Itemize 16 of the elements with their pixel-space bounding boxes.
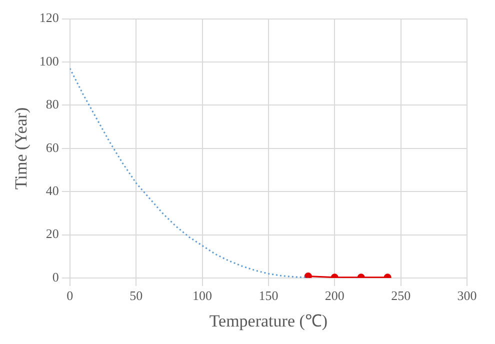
x-tick-label: 100 xyxy=(192,288,212,304)
y-tick-label: 40 xyxy=(46,183,59,198)
x-tick-label: 300 xyxy=(457,288,477,304)
y-tick-label: 100 xyxy=(39,53,59,68)
x-tick-label: 150 xyxy=(258,288,278,304)
y-tick-label: 20 xyxy=(46,226,59,242)
x-tick-label: 200 xyxy=(324,288,344,304)
y-tick-label: 80 xyxy=(46,96,59,112)
y-tick-label: 120 xyxy=(39,10,59,26)
y-axis-title: Time (Year) xyxy=(12,107,31,190)
x-tick-label: 250 xyxy=(391,288,411,304)
x-tick-label: 0 xyxy=(66,288,74,304)
y-tick-label: 0 xyxy=(52,269,59,284)
x-tick-label: 50 xyxy=(130,288,143,304)
x-axis-title: Temperature (℃) xyxy=(209,311,328,330)
y-tick-label: 60 xyxy=(46,140,59,155)
